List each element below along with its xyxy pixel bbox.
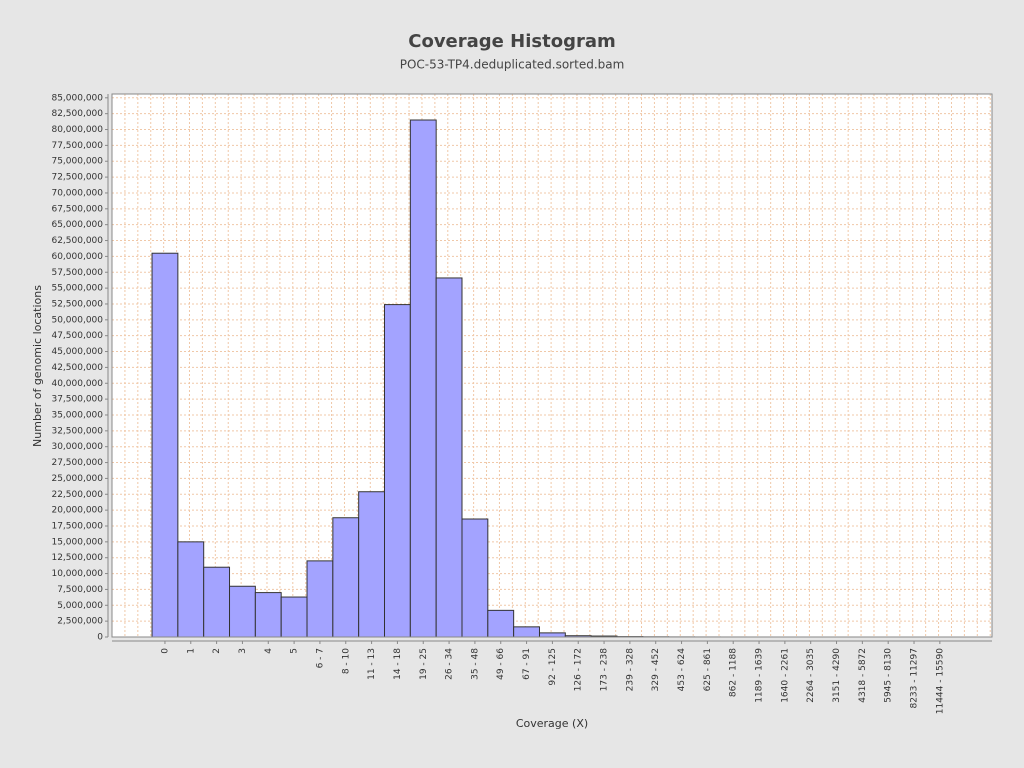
x-tick-label: 625 - 861: [703, 648, 713, 691]
x-tick-label: 239 - 328: [625, 648, 635, 692]
y-tick-label: 30,000,000: [51, 442, 103, 452]
y-tick-label: 45,000,000: [51, 347, 103, 357]
y-tick-label: 75,000,000: [51, 157, 103, 167]
x-tick-label: 8233 - 11297: [910, 648, 920, 709]
y-tick-label: 40,000,000: [51, 379, 103, 389]
y-tick-label: 57,500,000: [51, 268, 103, 278]
y-tick-label: 52,500,000: [51, 299, 103, 309]
y-tick-label: 25,000,000: [51, 474, 103, 484]
bar: [409, 119, 437, 638]
x-tick-label: 3151 - 4290: [832, 648, 842, 703]
y-tick-label: 27,500,000: [51, 458, 103, 468]
x-tick-label: 11 - 13: [367, 648, 377, 680]
y-tick-label: 47,500,000: [51, 331, 103, 341]
bar: [461, 518, 489, 638]
y-tick-label: 42,500,000: [51, 363, 103, 373]
x-tick-label: 5945 - 8130: [884, 648, 894, 703]
y-tick-label: 80,000,000: [51, 125, 103, 135]
bar: [306, 560, 334, 638]
y-tick-label: 20,000,000: [51, 506, 103, 516]
bar: [384, 304, 411, 638]
x-tick-label: 862 - 1188: [729, 648, 739, 697]
bar: [254, 592, 282, 638]
bar: [332, 517, 360, 638]
x-tick-label: 1640 - 2261: [780, 648, 790, 703]
bar: [203, 566, 231, 638]
y-tick-label: 72,500,000: [51, 173, 103, 183]
y-tick-label: 5,000,000: [57, 601, 103, 611]
x-tick-label: 8 - 10: [341, 648, 351, 674]
y-tick-label: 62,500,000: [51, 236, 103, 246]
plot-area: [112, 94, 992, 637]
bar: [487, 609, 515, 638]
bar: [538, 632, 566, 638]
y-tick-label: 22,500,000: [51, 490, 103, 500]
x-tick-label: 35 - 48: [470, 648, 480, 680]
x-tick-label: 173 - 238: [600, 648, 610, 692]
y-tick-label: 85,000,000: [51, 93, 103, 103]
y-tick-label: 55,000,000: [51, 284, 103, 294]
y-tick-label: 77,500,000: [51, 141, 103, 151]
x-tick-label: 1: [186, 648, 196, 654]
y-tick-label: 0: [97, 633, 103, 643]
bar: [280, 596, 308, 638]
x-tick-label: 2: [212, 648, 222, 654]
x-tick-label: 4: [264, 648, 274, 654]
x-tick-label: 0: [160, 648, 170, 654]
bar: [513, 626, 540, 638]
plot-border: [111, 93, 993, 638]
x-tick-label: 2264 - 3035: [806, 648, 816, 703]
y-tick-label: 82,500,000: [51, 109, 103, 119]
chart-title: Coverage Histogram: [408, 31, 615, 52]
x-tick-label: 92 - 125: [548, 648, 558, 686]
x-tick-label: 126 - 172: [574, 648, 584, 691]
x-tick-label: 3: [238, 648, 248, 654]
x-tick-label: 1189 - 1639: [755, 648, 765, 703]
y-tick-label: 32,500,000: [51, 426, 103, 436]
y-tick-label: 65,000,000: [51, 220, 103, 230]
y-tick-label: 67,500,000: [51, 204, 103, 214]
y-tick-label: 37,500,000: [51, 395, 103, 405]
y-tick-label: 60,000,000: [51, 252, 103, 262]
x-tick-label: 453 - 624: [677, 648, 687, 692]
bar: [435, 277, 463, 638]
x-tick-label: 26 - 34: [445, 648, 455, 680]
y-tick-label: 17,500,000: [51, 521, 103, 531]
x-axis-label: Coverage (X): [516, 717, 588, 730]
y-tick-label: 7,500,000: [57, 585, 103, 595]
y-tick-label: 10,000,000: [51, 569, 103, 579]
bar: [358, 491, 386, 638]
bar: [229, 585, 256, 638]
x-tick-label: 6 - 7: [315, 648, 325, 668]
x-tick-label: 329 - 452: [651, 648, 661, 691]
x-tick-label: 19 - 25: [419, 648, 429, 680]
chart-subtitle: POC-53-TP4.deduplicated.sorted.bam: [400, 58, 625, 72]
y-tick-label: 12,500,000: [51, 553, 103, 563]
y-tick-label: 35,000,000: [51, 410, 103, 420]
y-axis-label: Number of genomic locations: [31, 285, 44, 447]
x-tick-label: 14 - 18: [393, 648, 403, 680]
x-tick-label: 67 - 91: [522, 648, 532, 680]
x-tick-label: 49 - 66: [496, 648, 506, 680]
y-tick-label: 15,000,000: [51, 537, 103, 547]
x-tick-label: 11444 - 15590: [935, 648, 945, 715]
y-tick-label: 50,000,000: [51, 315, 103, 325]
y-tick-label: 2,500,000: [57, 617, 103, 627]
y-tick-label: 70,000,000: [51, 188, 103, 198]
x-tick-label: 5: [290, 648, 300, 654]
bar: [151, 252, 179, 638]
bar: [177, 541, 205, 638]
x-tick-label: 4318 - 5872: [858, 648, 868, 703]
